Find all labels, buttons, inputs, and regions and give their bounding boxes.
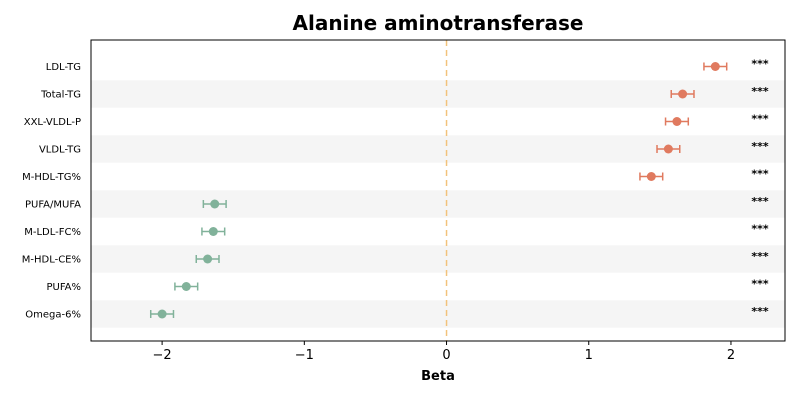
significance-label: ***	[751, 223, 769, 236]
chart-title: Alanine aminotransferase	[292, 11, 583, 35]
y-tick-label: XXL-VLDL-P	[24, 117, 81, 128]
row-band	[91, 80, 785, 108]
point-marker	[710, 62, 720, 71]
x-tick-label: 0	[442, 348, 450, 363]
y-tick-label: PUFA%	[46, 282, 81, 293]
significance-label: ***	[751, 195, 769, 208]
y-tick-label: Omega-6%	[25, 310, 81, 321]
row-bands	[91, 80, 785, 328]
point-marker	[208, 227, 218, 236]
y-tick-label: Total-TG	[40, 90, 81, 101]
row-band	[91, 245, 785, 273]
significance-labels: *** *** *** *** *** *** *** *** *** ***	[751, 58, 769, 319]
x-tick-label: 2	[727, 348, 735, 363]
point-marker	[646, 172, 656, 181]
point-marker	[157, 309, 167, 319]
y-tick-label: VLDL-TG	[39, 145, 81, 156]
y-tick-label: LDL-TG	[46, 62, 81, 73]
x-tick-label: −2	[153, 348, 172, 363]
significance-label: ***	[751, 168, 769, 181]
plot-frame	[90, 39, 786, 342]
point-marker	[181, 282, 191, 291]
data-marks	[149, 62, 728, 319]
y-axis-labels: LDL-TG Total-TG XXL-VLDL-P VLDL-TG M-HDL-TG%…	[22, 62, 81, 321]
point-marker	[678, 89, 688, 99]
row-band	[91, 300, 785, 328]
y-tick-label: M-LDL-FC%	[24, 227, 81, 238]
x-tick-label: −1	[295, 348, 314, 363]
significance-label: ***	[751, 305, 769, 318]
y-tick-label: M-HDL-TG%	[22, 172, 81, 183]
point-marker	[663, 144, 673, 154]
significance-label: ***	[751, 140, 769, 153]
point-marker	[672, 117, 682, 126]
x-axis-label: Beta	[421, 369, 455, 384]
significance-label: ***	[751, 113, 769, 126]
x-tick-label: 1	[585, 348, 593, 363]
y-tick-label: PUFA/MUFA	[25, 200, 81, 211]
y-tick-label: M-HDL-CE%	[22, 255, 81, 266]
significance-label: ***	[751, 58, 769, 71]
point-marker	[203, 254, 213, 264]
point-marker	[210, 199, 220, 209]
x-axis-ticks: −2 −1 0 1 2	[153, 341, 735, 363]
significance-label: ***	[751, 250, 769, 263]
significance-label: ***	[751, 85, 769, 98]
row-band	[91, 190, 785, 218]
row-band	[91, 135, 785, 163]
significance-label: ***	[751, 278, 769, 291]
